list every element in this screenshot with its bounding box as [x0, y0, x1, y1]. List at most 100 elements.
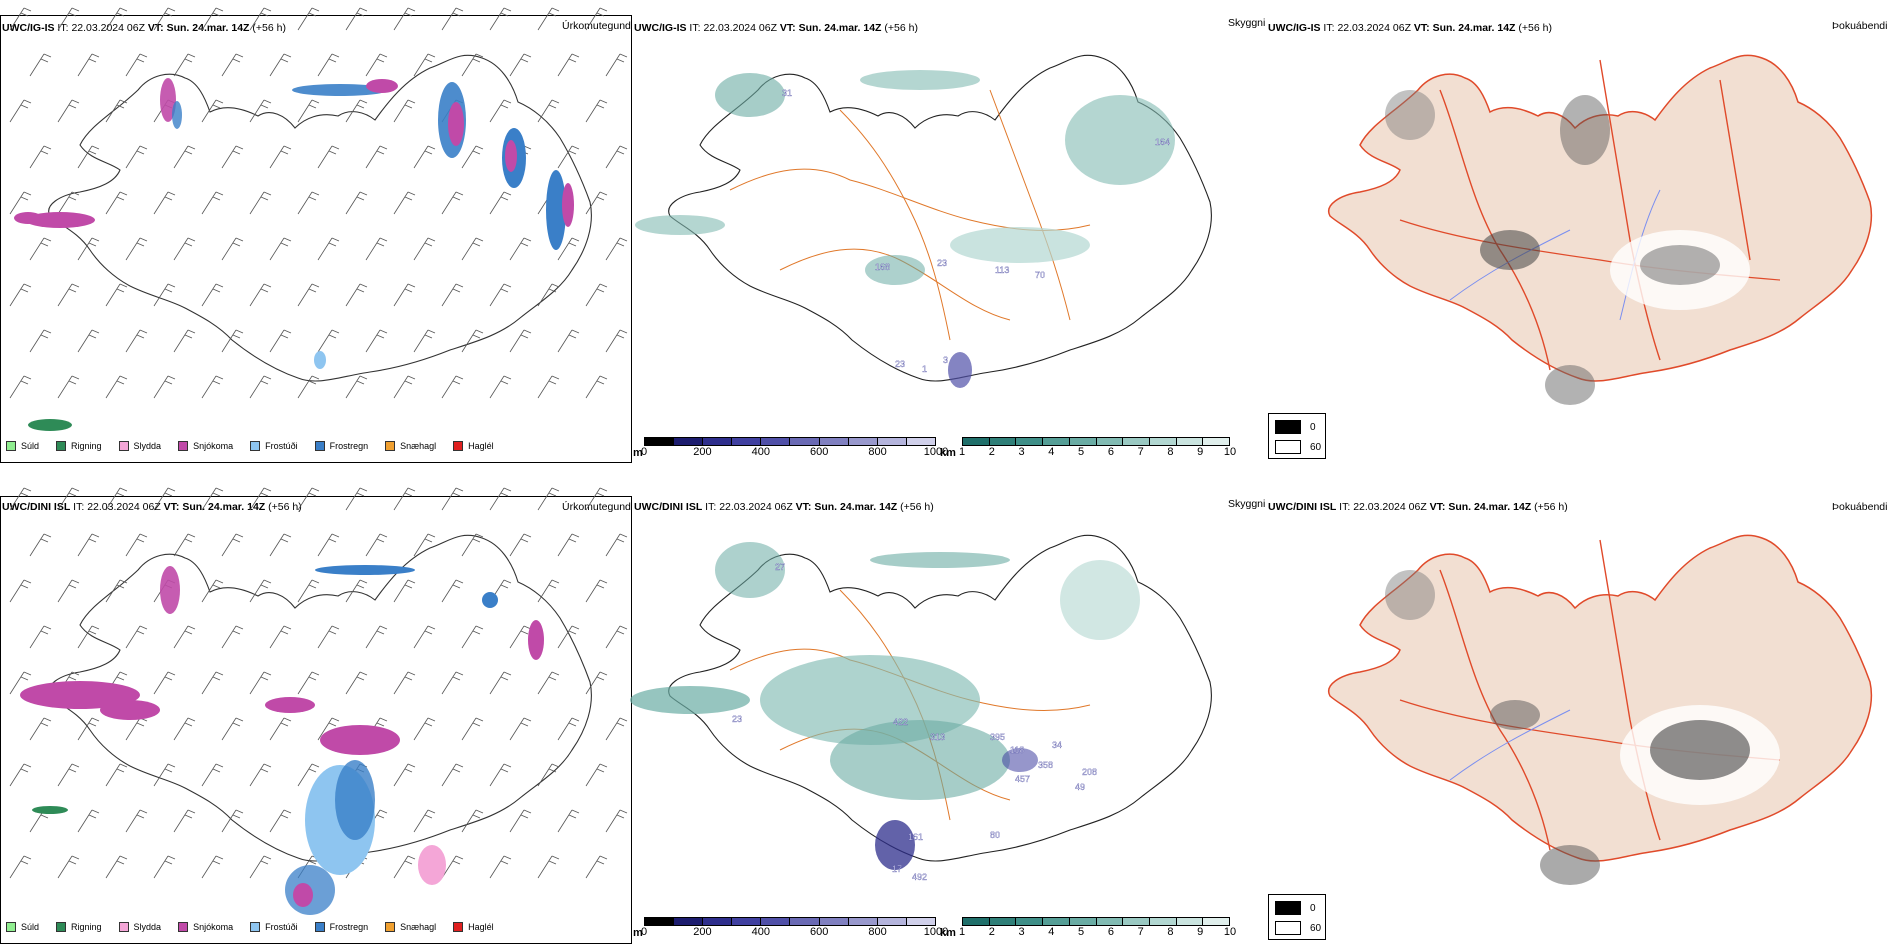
row2-vis-map: 27 422 313 395 118 34 358 457 208 49 161 80 492 17 23 [630, 534, 1212, 882]
scale-cell [906, 438, 935, 445]
wind-barb [105, 283, 128, 307]
visibility-value-label: 80 [990, 830, 1000, 840]
wind-barb [605, 809, 628, 833]
wind-barb [605, 237, 628, 261]
meter-unit-label: m [633, 447, 643, 459]
visibility-value-label: 31 [782, 88, 792, 98]
scale-cells [644, 437, 936, 446]
it-label: IT: [1339, 501, 1351, 513]
visibility-value-label: 34 [1052, 740, 1062, 750]
legend-label: Súld [21, 441, 40, 451]
scale-cell [989, 918, 1017, 925]
wind-barb [393, 375, 416, 399]
wind-barb [365, 533, 388, 557]
scale-tick-label: 2 [988, 926, 995, 938]
wind-barb [461, 53, 484, 77]
row1-fog-header: UWC/IG-IS IT: 22.03.2024 06Z VT: Sun. 24… [1268, 22, 1552, 34]
fog-panel-title: Þokuábendi [1832, 20, 1888, 32]
visibility-value-label: 113 [995, 265, 1009, 275]
wind-barb [173, 717, 196, 741]
scale-tick-label: 8 [1167, 926, 1174, 938]
wind-barb [441, 7, 464, 31]
wind-barb [173, 145, 196, 169]
wind-barb [345, 375, 368, 399]
scale-tick-label: 4 [1048, 446, 1055, 458]
scale-cell [1123, 438, 1150, 445]
scale-cell [674, 438, 704, 445]
wind-barb [585, 191, 608, 215]
wind-barb [317, 53, 340, 77]
km-unit-label: km [940, 447, 956, 459]
scale-cell [645, 438, 675, 445]
scale-cell [1043, 918, 1070, 925]
wind-barb [345, 487, 368, 511]
row2-fog-header: UWC/DINI ISL IT: 22.03.2024 06Z VT: Sun.… [1268, 501, 1568, 513]
wind-barb [537, 99, 560, 123]
wind-barb [585, 763, 608, 787]
wind-barb [221, 145, 244, 169]
it-label: IT: [1323, 22, 1335, 34]
scale-cell [1123, 918, 1150, 925]
wind-barb [365, 329, 388, 353]
scale-tick-label: 600 [810, 926, 829, 938]
wind-barb [221, 237, 244, 261]
wind-barb [29, 533, 52, 557]
legend-swatch [314, 441, 325, 451]
scale-tick-label: 4 [1048, 926, 1055, 938]
scale-cell [877, 918, 907, 925]
wind-barb [557, 329, 580, 353]
wind-barb [125, 533, 148, 557]
wind-barb [345, 283, 368, 307]
lead-time: (+56 h) [900, 501, 934, 513]
legend-swatch [118, 922, 129, 932]
init-time: 22.03.2024 06Z [87, 501, 161, 513]
legend-item-2: Slydda [118, 922, 161, 932]
wind-barb [509, 533, 532, 557]
wind-barb [393, 579, 416, 603]
scale-cell [1203, 438, 1230, 445]
legend-label: Frostúði [265, 922, 298, 932]
wind-barb [173, 237, 196, 261]
wind-barb [57, 579, 80, 603]
legend-item-1: Rigning [56, 922, 102, 932]
wind-barb [537, 579, 560, 603]
legend-swatch [453, 922, 464, 932]
scale-cell [1069, 438, 1097, 445]
scale-cell [848, 918, 878, 925]
wind-barb [413, 809, 436, 833]
wind-barb [297, 191, 320, 215]
wind-barb [461, 717, 484, 741]
scale-tick-label: 400 [751, 926, 770, 938]
legend-swatch [6, 441, 16, 451]
wind-barb [489, 487, 512, 511]
scale-tick-label: 800 [868, 926, 887, 938]
wind-barb [585, 99, 608, 123]
wind-barb [105, 99, 128, 123]
visibility-km-scale: 1 2 3 4 5 6 7 8 9 10 [959, 437, 1236, 460]
wind-barb [201, 375, 224, 399]
fog-legend-label: 0 [1310, 902, 1316, 914]
row2-vis-header: UWC/DINI ISL IT: 22.03.2024 06Z VT: Sun.… [634, 501, 934, 513]
fog-index-legend: 0 60 [1268, 413, 1326, 459]
scale-tick-label: 7 [1137, 926, 1144, 938]
wind-barb [201, 671, 224, 695]
legend-item-0: Súld [6, 922, 39, 932]
wind-barb [9, 671, 32, 695]
legend-swatch [385, 922, 396, 932]
legend-item-5: Frostregn [314, 441, 368, 451]
wind-barb [57, 191, 80, 215]
wind-barb [249, 375, 272, 399]
wind-barb [413, 625, 436, 649]
wind-barb [537, 855, 560, 879]
wind-barb [413, 717, 436, 741]
wind-barb [173, 809, 196, 833]
wind-barb [441, 283, 464, 307]
visibility-value-label: 17 [892, 864, 902, 874]
km-unit-label: km [940, 927, 956, 939]
legend-label: Snjókoma [193, 441, 234, 451]
scale-tick-label: 7 [1137, 446, 1144, 458]
wind-barb [201, 99, 224, 123]
visibility-value-label: 27 [775, 562, 785, 572]
legend-item-4: Frostúði [250, 441, 298, 451]
meter-unit-label: m [633, 927, 643, 939]
